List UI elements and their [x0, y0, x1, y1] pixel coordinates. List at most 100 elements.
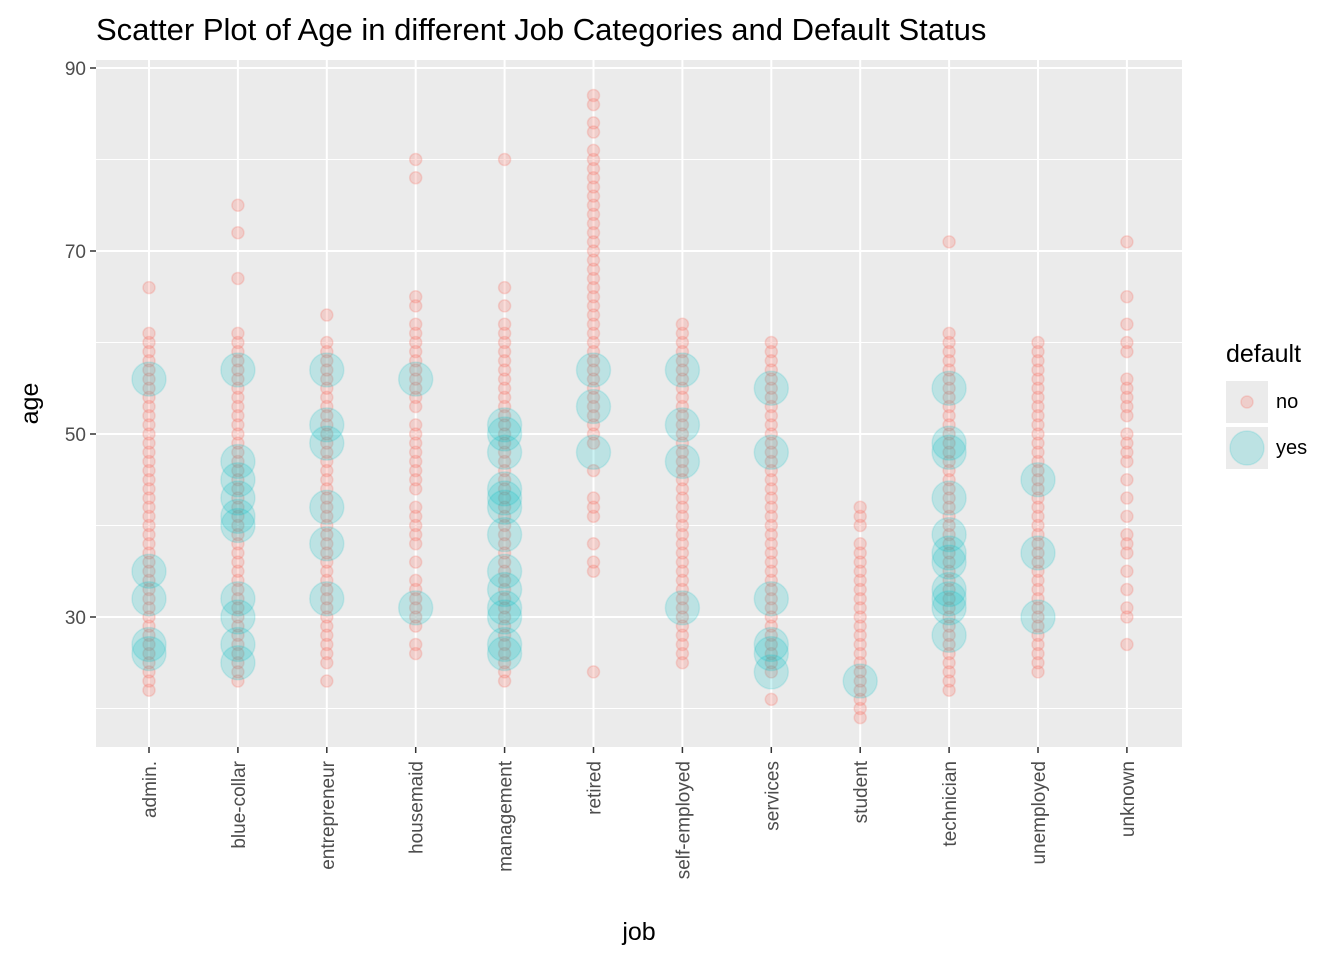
point-no: [1031, 418, 1045, 432]
point-no: [764, 344, 779, 359]
point-no: [764, 500, 779, 514]
point-no: [142, 674, 156, 688]
point-no: [586, 491, 601, 505]
point-no: [586, 381, 601, 395]
point-no: [1120, 509, 1134, 524]
point-no: [497, 601, 512, 615]
y-axis-title: age: [16, 383, 44, 425]
point-no: [408, 381, 423, 395]
point-no: [497, 335, 512, 350]
point-no: [1120, 427, 1134, 441]
point-no: [942, 546, 956, 560]
point-no: [231, 555, 245, 569]
point-no: [1031, 656, 1045, 670]
point-no: [231, 454, 245, 469]
point-yes: [131, 626, 167, 663]
point-yes: [486, 599, 523, 635]
point-no: [675, 408, 690, 423]
point-no: [142, 601, 156, 615]
point-no: [586, 372, 601, 386]
point-no: [586, 125, 601, 139]
point-no: [142, 628, 156, 643]
point-yes: [486, 489, 523, 525]
point-yes: [931, 370, 967, 406]
point-no: [764, 509, 779, 524]
point-no: [942, 637, 956, 652]
point-no: [408, 573, 423, 588]
point-no: [942, 646, 956, 661]
point-no: [942, 363, 956, 377]
point-no: [675, 418, 690, 432]
point-no: [231, 427, 245, 441]
point-no: [942, 344, 956, 359]
point-no: [764, 619, 779, 633]
point-no: [586, 198, 601, 212]
point-no: [586, 308, 601, 322]
point-no: [408, 619, 423, 633]
point-no: [497, 317, 512, 331]
point-no: [497, 454, 512, 469]
point-no: [231, 564, 245, 578]
point-no: [497, 390, 512, 405]
point-no: [586, 207, 601, 222]
point-no: [497, 418, 512, 432]
point-yes: [220, 626, 256, 663]
point-no: [320, 363, 334, 377]
point-no: [764, 546, 779, 560]
point-no: [853, 656, 867, 670]
point-no: [586, 253, 601, 267]
point-no: [942, 372, 956, 386]
point-no: [1031, 463, 1045, 478]
point-yes: [931, 434, 967, 471]
point-no: [142, 354, 156, 368]
point-no: [497, 463, 512, 478]
point-no: [586, 216, 601, 231]
point-no: [142, 427, 156, 441]
point-no: [942, 381, 956, 395]
point-no: [320, 610, 334, 624]
point-no: [853, 591, 867, 606]
point-no: [586, 262, 601, 277]
point-no: [942, 601, 956, 615]
point-no: [1120, 344, 1134, 359]
point-no: [1031, 591, 1045, 606]
point-no: [942, 454, 956, 469]
point-no: [675, 509, 690, 524]
point-no: [586, 317, 601, 331]
point-no: [1031, 482, 1045, 496]
point-no: [675, 573, 690, 588]
point-no: [231, 354, 245, 368]
point-yes: [486, 434, 523, 471]
point-yes: [753, 635, 790, 672]
point-no: [320, 619, 334, 633]
point-no: [142, 344, 156, 359]
legend-label-no: no: [1276, 390, 1299, 413]
point-no: [142, 418, 156, 432]
point-yes: [131, 635, 167, 672]
point-no: [1031, 628, 1045, 643]
point-no: [142, 482, 156, 496]
point-no: [497, 674, 512, 688]
point-no: [586, 143, 601, 158]
point-no: [586, 555, 601, 569]
point-no: [1031, 491, 1045, 505]
point-no: [497, 527, 512, 542]
point-no: [408, 646, 423, 661]
point-no: [320, 564, 334, 578]
major-gridlines: [96, 60, 1182, 747]
point-no: [320, 390, 334, 405]
data-points: [131, 88, 1134, 725]
point-no: [1120, 436, 1134, 450]
point-no: [231, 546, 245, 560]
point-no: [586, 299, 601, 313]
x-axis-title: job: [621, 918, 655, 946]
point-no: [586, 235, 601, 249]
point-no: [231, 518, 245, 533]
point-no: [942, 683, 956, 697]
point-no: [586, 418, 601, 432]
point-no: [1031, 427, 1045, 441]
point-no: [142, 509, 156, 524]
point-no: [320, 399, 334, 414]
point-no: [675, 399, 690, 414]
point-no: [764, 408, 779, 423]
